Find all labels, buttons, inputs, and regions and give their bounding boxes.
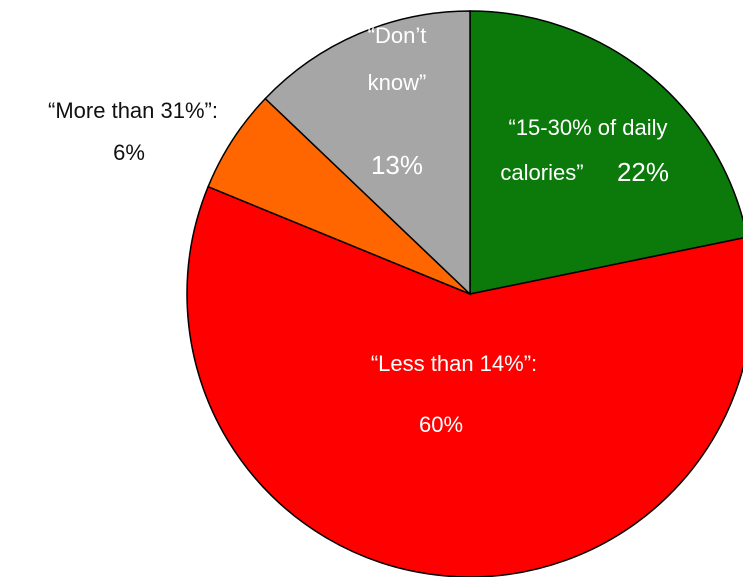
- slice-value-15-30: 22%: [617, 157, 669, 187]
- pie-slice-less-than-14: [186, 185, 743, 577]
- slice-value-dont-know: 13%: [371, 150, 423, 180]
- slice-label-15-30-line2: calories”: [500, 160, 583, 185]
- slice-label-dont-know-line2: know”: [368, 70, 427, 95]
- slice-label-less-than-14: “Less than 14%”:: [371, 351, 537, 376]
- pie-slice-dont-know: [264, 10, 471, 296]
- slice-value-less-than-14: 60%: [419, 412, 463, 437]
- slice-label-dont-know-line1: “Don’t: [368, 23, 427, 48]
- slice-label-more-than-31: “More than 31%”:: [48, 98, 218, 123]
- pie-slice-15-30: [469, 10, 743, 295]
- pie-slices: [186, 10, 743, 577]
- slice-value-more-than-31: 6%: [113, 140, 145, 165]
- slice-label-15-30-line1: “15-30% of daily: [509, 115, 668, 140]
